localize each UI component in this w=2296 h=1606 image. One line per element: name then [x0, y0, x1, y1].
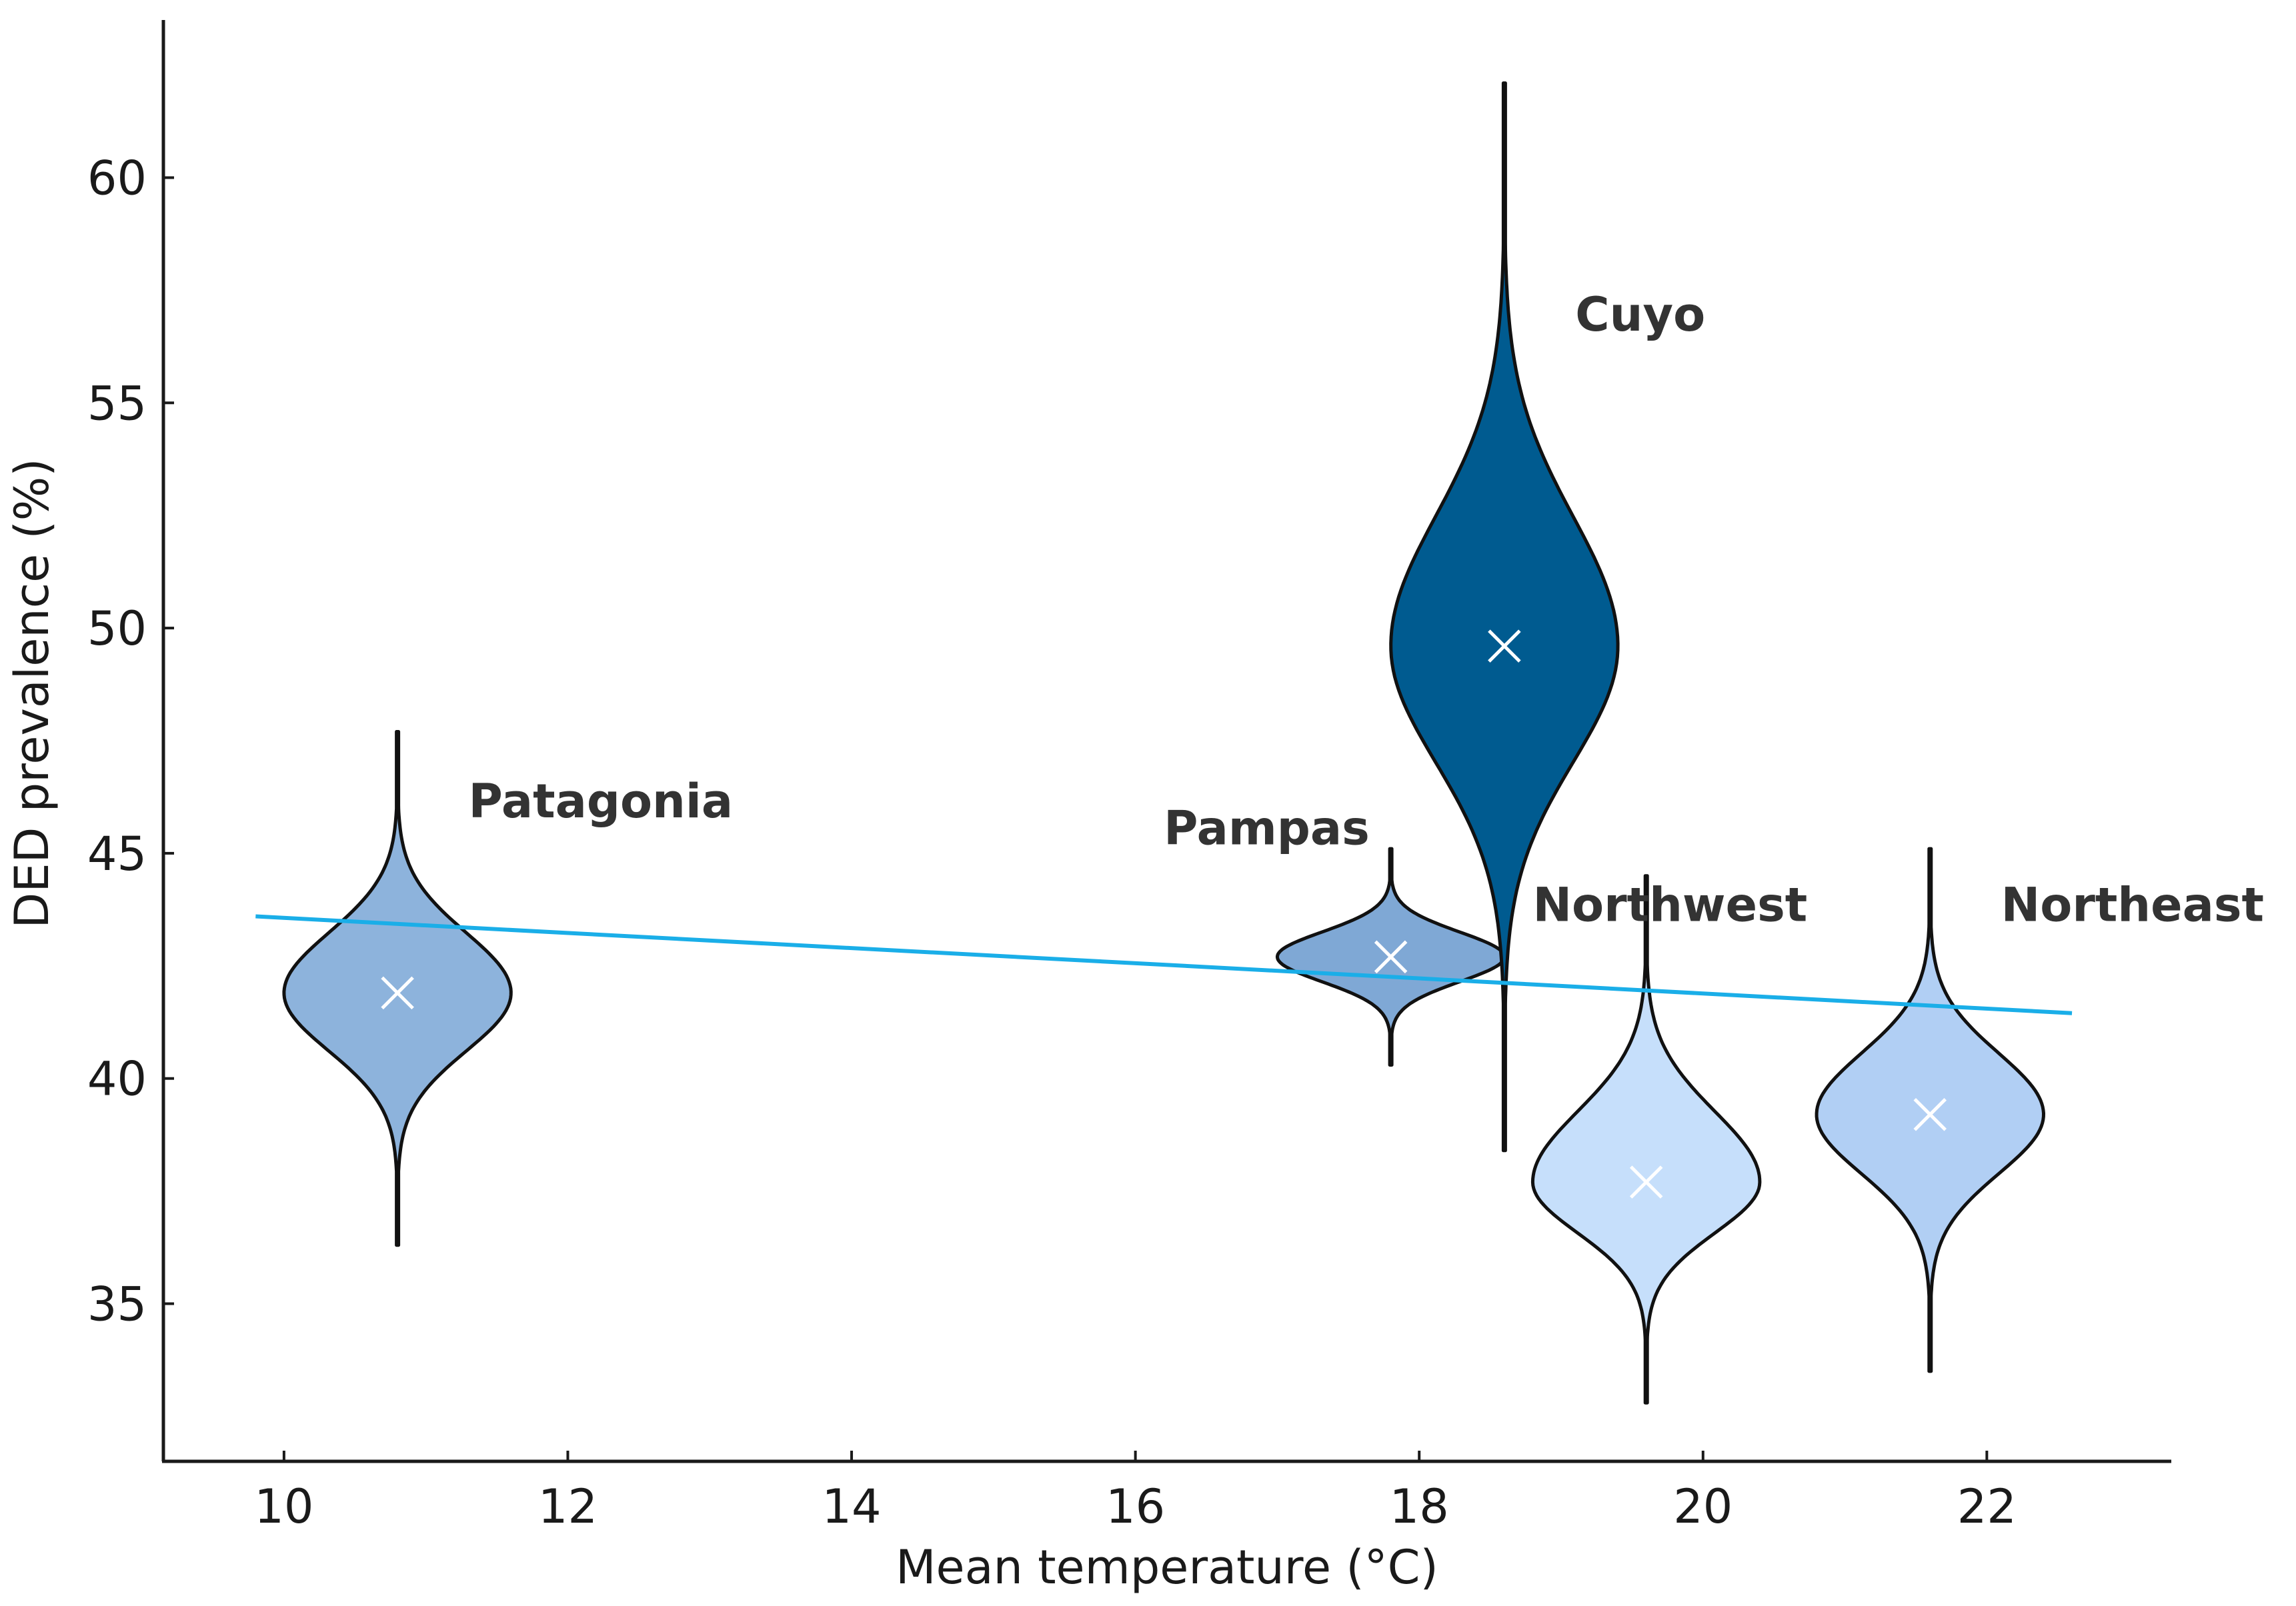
violin-cuyo: [1389, 81, 1620, 1153]
y-tick-label-55: 55: [87, 376, 147, 431]
x-tick-label-10: 10: [254, 1479, 313, 1534]
x-tick-label-12: 12: [538, 1479, 598, 1534]
median-marker-patagonia: [381, 976, 414, 1010]
trend-line: [255, 914, 2073, 1015]
median-marker-cuyo: [1488, 629, 1521, 663]
violin-northwest: [1530, 874, 1762, 1405]
axes: [161, 20, 2171, 1463]
median-marker-pampas: [1374, 940, 1408, 974]
y-tick-label-40: 40: [87, 1052, 147, 1107]
region-label-cuyo: Cuyo: [1575, 287, 1705, 342]
violins-layer: [282, 81, 2045, 1405]
region-label-patagonia: Patagonia: [469, 774, 734, 829]
violin-northeast: [1815, 847, 2045, 1373]
trendline-layer: [255, 914, 2073, 1015]
y-axis-title: DED prevalence (%): [5, 458, 59, 928]
x-tick-label-18: 18: [1390, 1479, 1449, 1534]
y-tick-label-45: 45: [87, 827, 147, 881]
region-label-northeast: Northeast: [2001, 877, 2264, 932]
median-marker-northwest: [1629, 1165, 1663, 1199]
median-marker-northeast: [1913, 1098, 1947, 1131]
x-axis-title: Mean temperature (°C): [896, 1540, 1438, 1595]
y-tick-label-60: 60: [87, 151, 147, 205]
median-markers-layer: [381, 629, 1947, 1199]
violin-patagonia: [282, 730, 513, 1247]
region-labels-layer: Patagonia Pampas Cuyo Northwest Northeast: [469, 287, 2264, 932]
x-tick-label-20: 20: [1673, 1479, 1733, 1534]
region-label-northwest: Northwest: [1532, 877, 1807, 932]
y-tick-label-50: 50: [87, 601, 147, 656]
x-tick-label-16: 16: [1106, 1479, 1165, 1534]
region-label-pampas: Pampas: [1164, 801, 1370, 855]
x-tick-label-22: 22: [1957, 1479, 2017, 1534]
y-tick-label-35: 35: [87, 1277, 147, 1332]
ticks-layer: 10 12 14 16 18 20 22 35 40 45 50 55 60: [87, 151, 2017, 1534]
x-tick-label-14: 14: [822, 1479, 881, 1534]
